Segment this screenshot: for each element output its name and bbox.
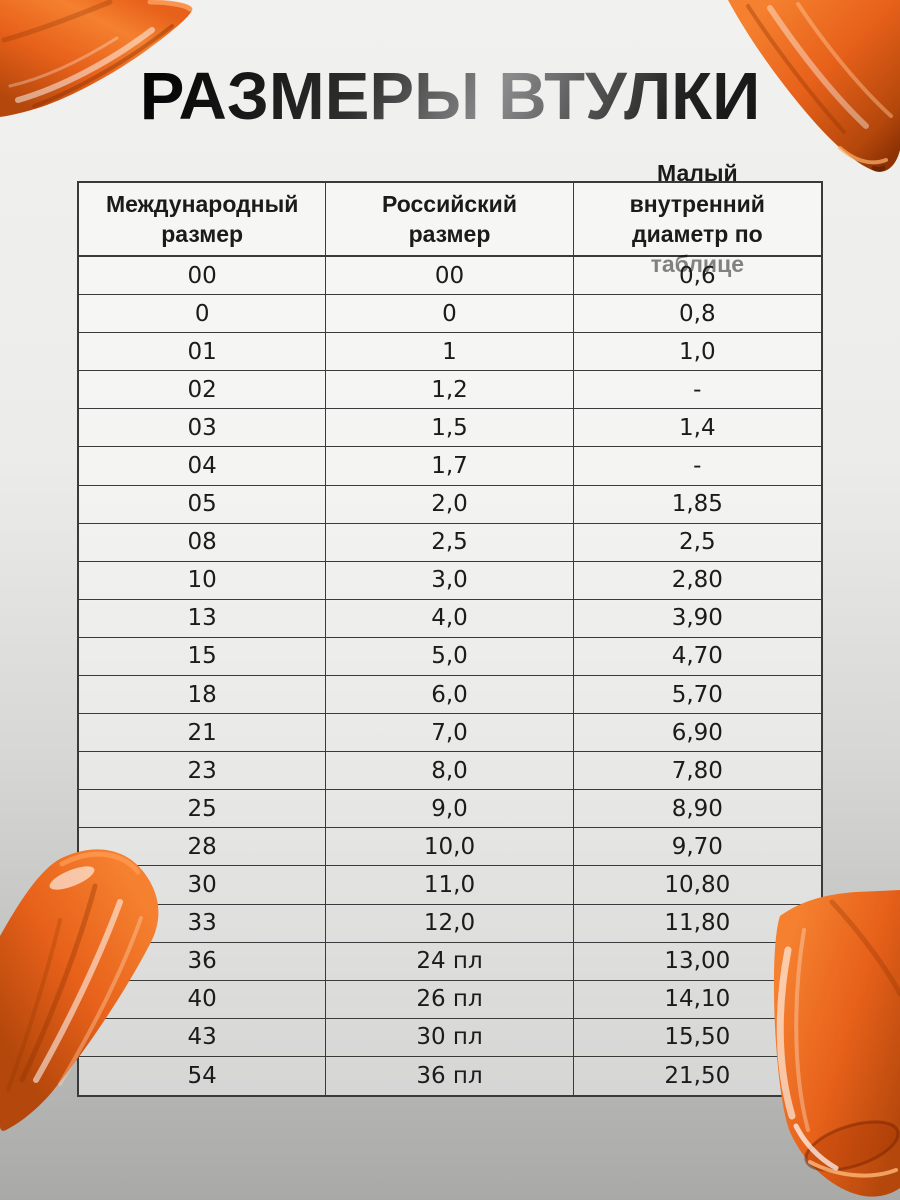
table-cell: 15,50 [573,1018,821,1057]
table-cell: 18 [79,675,327,715]
table-cell: 43 [79,1018,327,1057]
table-cell: 36 [79,942,327,981]
table-cell: 13,00 [573,942,821,981]
table-cell: 10 [79,561,327,600]
table-header-international-size: Международный размер [79,183,327,257]
table-cell: 4,70 [573,637,821,676]
table-cell: 33 [79,904,327,943]
table-cell: 03 [79,409,327,448]
table-cell: 1,0 [573,333,821,372]
table-cell: 10,0 [326,828,574,867]
table-cell: 6,90 [573,714,821,753]
size-table: Международный размер Российский размер М… [77,160,823,1097]
table-cell: 21,50 [573,1056,821,1095]
table-cell: 12,0 [326,904,574,943]
table-cell: 7,0 [326,714,574,753]
table-cell: 54 [79,1056,327,1095]
table-cell: 24 пл [326,942,574,981]
table-cell: 1,5 [326,409,574,448]
table-cell: 05 [79,485,327,524]
table-cell: 25 [79,790,327,829]
page-title: РАЗМЕРЫ ВТУЛКИ [0,58,900,135]
table-cell: 1,85 [573,485,821,524]
table-cell: 8,90 [573,790,821,829]
table-cell: 7,80 [573,752,821,791]
table-cell: - [573,371,821,410]
table-cell: 01 [79,333,327,372]
table-cell: 1 [326,333,574,372]
table-header-inner-diameter: Малый внутренний диаметр по таблице [573,160,821,277]
table-cell: 00 [79,257,327,296]
table-cell: 11,80 [573,904,821,943]
table-cell: 2,80 [573,561,821,600]
table-cell: 23 [79,752,327,791]
table-cell: 6,0 [326,675,574,715]
table-cell: 30 пл [326,1018,574,1057]
table-cell: 10,80 [573,866,821,905]
table-cell: 13 [79,599,327,638]
table-cell: 5,0 [326,637,574,676]
table-cell: 9,70 [573,828,821,867]
table-cell: 26 пл [326,980,574,1019]
table-cell: 0 [326,295,574,334]
table-cell: 40 [79,980,327,1019]
table-cell: 30 [79,866,327,905]
table-cell: 04 [79,447,327,486]
table-cell: 11,0 [326,866,574,905]
table-cell: 15 [79,637,327,676]
table-cell: 3,90 [573,599,821,638]
table-cell: 2,5 [573,523,821,562]
table-cell: 1,4 [573,409,821,448]
table-cell: 02 [79,371,327,410]
table-cell: 21 [79,714,327,753]
table-cell: 2,5 [326,523,574,562]
table-cell: 28 [79,828,327,867]
table-cell: 1,2 [326,371,574,410]
table-cell: 5,70 [573,675,821,715]
table-cell: 9,0 [326,790,574,829]
table-cell: 1,7 [326,447,574,486]
table-cell: 4,0 [326,599,574,638]
table-cell: 0 [79,295,327,334]
table-cell: 2,0 [326,485,574,524]
table-cell: 0,8 [573,295,821,334]
table-header-russian-size: Российский размер [326,183,574,257]
table-cell: 0,6 [573,257,821,296]
table-cell: 14,10 [573,980,821,1019]
table-cell: 3,0 [326,561,574,600]
table-cell: 36 пл [326,1056,574,1095]
table-cell: - [573,447,821,486]
table-cell: 08 [79,523,327,562]
table-cell: 00 [326,257,574,296]
table-cell: 8,0 [326,752,574,791]
